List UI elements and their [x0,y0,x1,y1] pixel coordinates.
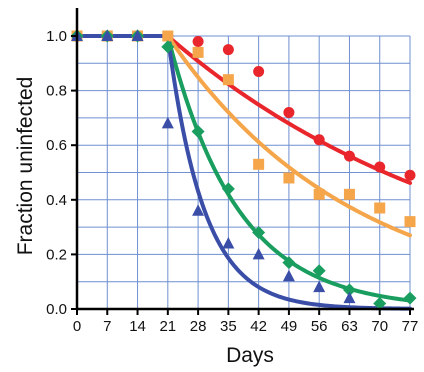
data-point-circle [404,169,416,181]
x-tick-label: 42 [250,318,267,335]
x-tick-label: 14 [129,318,146,335]
x-tick-label: 21 [159,318,176,335]
axes [71,8,414,315]
data-point-triangle [282,269,295,282]
data-point-triangle [161,116,174,129]
data-point-square [374,202,386,214]
data-markers [70,29,417,311]
data-point-triangle [252,247,265,260]
data-point-diamond [221,182,235,196]
data-point-triangle [222,236,235,249]
data-point-square [162,30,174,42]
y-tick-label: 0.2 [46,246,67,263]
x-tick-label: 28 [190,318,207,335]
data-point-circle [374,161,386,173]
data-point-diamond [373,297,387,311]
data-point-square [253,158,265,170]
data-point-diamond [191,125,205,139]
x-tick-label: 7 [103,318,111,335]
data-point-circle [253,65,265,77]
data-point-diamond [252,226,266,240]
data-point-diamond [403,291,417,305]
data-point-triangle [131,29,144,41]
data-point-square [404,216,416,228]
x-tick-label: 70 [371,318,388,335]
data-point-diamond [342,283,356,297]
x-axis-label: Days [226,344,274,367]
data-point-circle [192,35,204,47]
grid [77,35,411,309]
y-tick-label: 0.8 [46,83,67,100]
x-tick-label: 35 [220,318,237,335]
data-point-circle [222,44,234,56]
tick-labels: 0 7 14 21 28 35 42 49 56 63 70 77 0.0 0.2 0.4 0.6 0.8 1.0 [46,28,418,335]
data-point-circle [283,106,295,118]
x-tick-label: 63 [341,318,358,335]
data-point-square [283,172,295,184]
data-point-diamond [282,256,296,270]
data-point-diamond [161,40,175,54]
fit-curve [75,34,412,303]
data-point-triangle [192,204,205,216]
data-point-triangle [101,29,114,41]
y-tick-label: 0.4 [46,192,67,209]
x-tick-label: 49 [281,318,298,335]
x-tick-label: 77 [402,318,419,335]
data-point-diamond [312,264,326,278]
data-point-square [343,188,355,200]
y-axis-label: Fraction uninfected [14,77,37,256]
y-tick-label: 1.0 [46,28,67,45]
fit-curve [75,34,412,185]
fit-curve [75,34,412,238]
data-point-triangle [343,291,356,304]
data-point-circle [313,134,325,146]
y-tick-label: 0.6 [46,137,67,154]
data-point-circle [343,150,355,162]
x-tick-label: 56 [311,318,328,335]
data-point-square [192,46,204,58]
data-point-square [222,74,234,86]
data-point-triangle [313,280,326,293]
data-point-square [313,188,325,200]
y-tick-label: 0.0 [46,301,67,318]
x-tick-label: 0 [73,318,81,335]
